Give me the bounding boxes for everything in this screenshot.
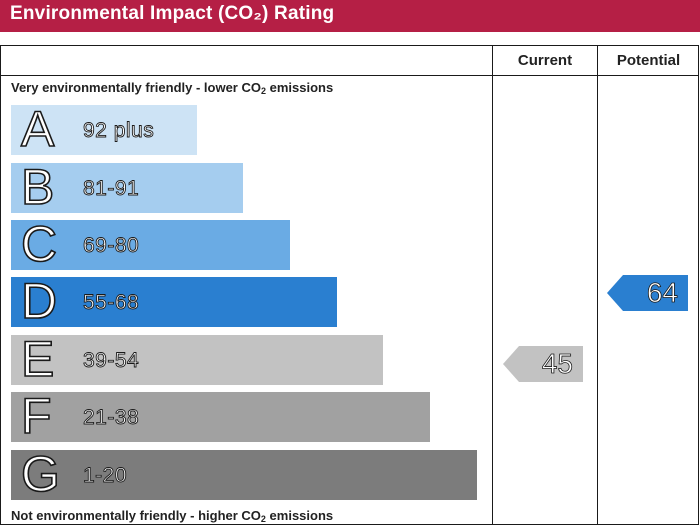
title-bar: Environmental Impact (CO₂) Rating [0, 0, 700, 32]
band-range: 81-91 [83, 177, 140, 201]
header-divider [0, 75, 699, 76]
bottom-note-tail: emissions [265, 508, 334, 523]
band-b: B 81-91 [11, 158, 243, 216]
band-a: A 92 plus [11, 100, 197, 158]
bottom-note: Not environmentally friendly - higher CO… [11, 508, 333, 524]
band-letter: A [20, 100, 55, 158]
top-note-tail: emissions [265, 80, 334, 95]
current-column-header: Current [517, 52, 573, 69]
band-c: C 69-80 [11, 215, 290, 273]
band-range: 21-38 [83, 406, 140, 430]
bottom-note-text: Not environmentally friendly - higher CO [11, 508, 261, 523]
bottom-note-subscript: 2 [260, 514, 266, 524]
potential-rating-arrow: 64 [607, 275, 688, 311]
band-letter: G [20, 445, 61, 503]
band-range: 39-54 [83, 349, 140, 373]
potential-rating-value: 64 [646, 277, 678, 309]
band-f: F 21-38 [11, 387, 430, 445]
band-letter: B [20, 158, 55, 216]
band-range: 55-68 [83, 291, 140, 315]
top-note: Very environmentally friendly - lower CO… [11, 80, 333, 96]
band-e: E 39-54 [11, 330, 383, 388]
column-divider [597, 45, 598, 525]
page-title: Environmental Impact (CO₂) Rating [10, 3, 335, 24]
band-range: 92 plus [83, 119, 155, 143]
top-note-subscript: 2 [260, 86, 266, 96]
band-letter: E [20, 330, 55, 388]
top-note-text: Very environmentally friendly - lower CO [11, 80, 261, 95]
band-g: G 1-20 [11, 445, 477, 503]
band-range: 1-20 [83, 464, 128, 488]
current-rating-arrow: 45 [503, 346, 583, 382]
band-d: D 55-68 [11, 272, 337, 330]
potential-column-header: Potential [616, 52, 681, 69]
column-divider [492, 45, 493, 525]
current-rating-value: 45 [541, 348, 573, 380]
band-letter: C [20, 215, 58, 273]
band-letter: F [20, 387, 52, 445]
band-letter: D [20, 272, 58, 330]
band-range: 69-80 [83, 234, 140, 258]
